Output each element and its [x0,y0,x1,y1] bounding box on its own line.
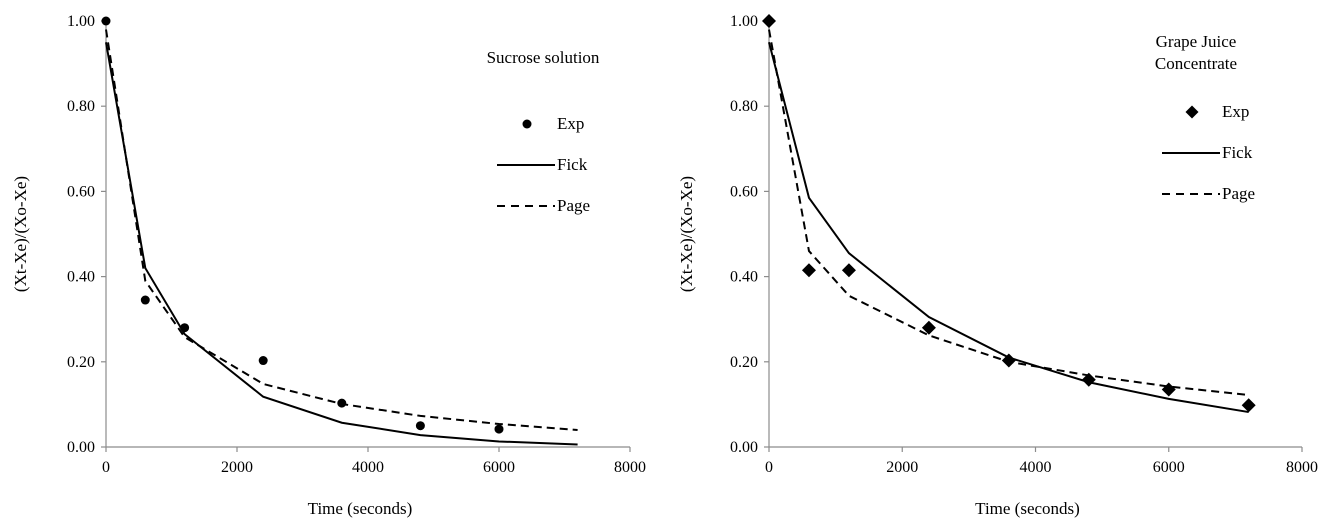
y-axis-title: (Xt-Xe)/(Xo-Xe) [677,176,696,292]
data-point [1001,353,1016,368]
data-point [494,424,504,434]
y-tick-label: 1.00 [730,13,758,30]
x-tick-label: 6000 [483,459,515,476]
legend-label-fick: Fick [1222,143,1253,162]
data-point [140,295,150,305]
data-point [415,421,425,431]
y-tick-label: 0.00 [67,439,95,456]
series-line-page [768,29,1249,397]
y-tick-label: 0.40 [67,269,95,286]
legend: Grape Juice Concentrate Exp Fick Page [1155,32,1255,203]
legend-label-fick: Fick [557,155,588,174]
data-point [762,14,776,28]
x-tick-label: 4000 [352,459,384,476]
y-tick-label: 0.60 [730,183,758,200]
legend: Sucrose solution Exp Fick Page [487,48,600,215]
x-tick-label: 0 [765,459,773,476]
data-point [921,320,936,335]
chart-1: 0 2000 4000 6000 8000 0.00 0.20 0.40 0.60 0.80 1.0… [11,13,646,518]
x-tick-label: 2000 [221,459,253,476]
x-tick-label: 2000 [886,459,918,476]
x-tick-label: 6000 [1153,459,1185,476]
data-point [258,356,268,366]
y-tick-label: 0.60 [67,183,95,200]
series-line-fick [768,42,1249,414]
x-tick-label: 8000 [1286,459,1318,476]
legend-title: Sucrose solution [487,48,600,67]
x-tick-label: 0 [102,459,110,476]
data-point [801,263,816,278]
data-point [1161,382,1176,397]
y-tick-label: 0.80 [730,98,758,115]
legend-label-page: Page [557,196,590,215]
series-line-fick [105,42,578,446]
y-tick-label: 0.20 [67,354,95,371]
legend-marker-exp [1185,105,1199,119]
data-point [841,263,856,278]
y-tick-label: 0.40 [730,269,758,286]
legend-title: Concentrate [1155,54,1237,73]
legend-label-exp: Exp [1222,102,1249,121]
legend-label-page: Page [1222,184,1255,203]
y-tick-label: 0.20 [730,354,758,371]
y-tick-label: 1.00 [67,13,95,30]
data-point [101,16,111,26]
x-tick-label: 4000 [1020,459,1052,476]
y-tick-label: 0.00 [730,439,758,456]
x-axis-title: Time (seconds) [308,499,413,518]
y-tick-label: 0.80 [67,98,95,115]
y-axis-title: (Xt-Xe)/(Xo-Xe) [11,176,30,292]
data-point [1241,398,1256,413]
series-line-page [105,29,578,431]
x-axis-title: Time (seconds) [975,499,1080,518]
legend-title: Grape Juice [1156,32,1237,51]
legend-marker-exp [522,119,532,129]
legend-label-exp: Exp [557,114,584,133]
x-tick-label: 8000 [614,459,646,476]
chart-2: 0 2000 4000 6000 8000 0.00 0.20 0.40 0.60 0.80 1.0… [677,13,1318,518]
